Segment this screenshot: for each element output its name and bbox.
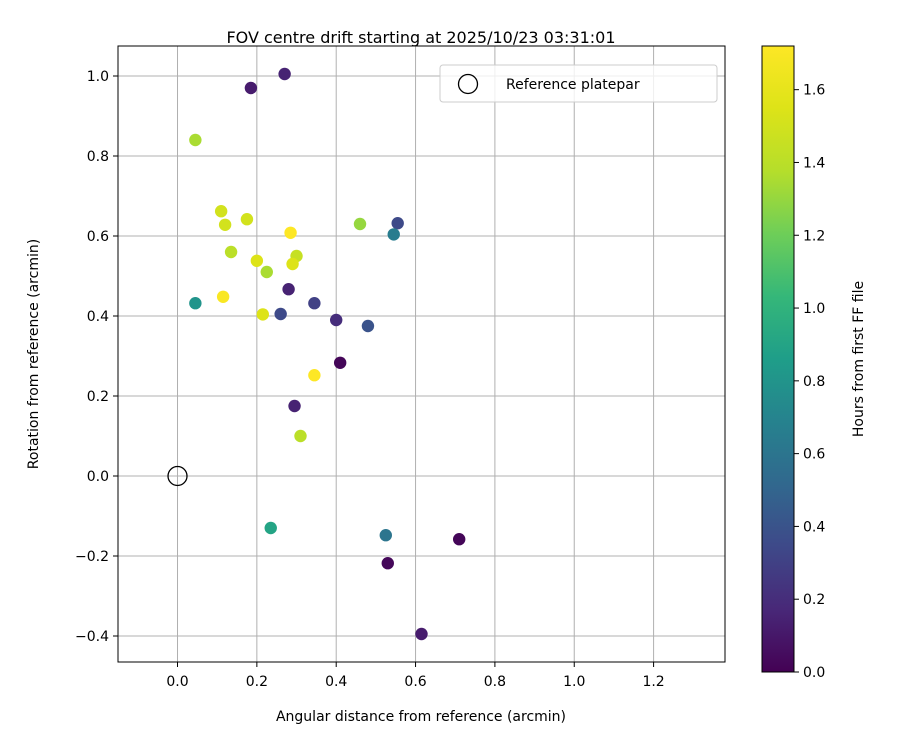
colorbar-tick-label: 0.8 <box>803 374 825 390</box>
data-point <box>260 265 273 279</box>
legend-box <box>439 64 718 103</box>
x-tick-label: 0.6 <box>404 674 426 690</box>
data-point <box>353 217 367 231</box>
colorbar-gradient <box>761 45 795 673</box>
data-point <box>224 245 238 259</box>
data-point <box>308 297 321 310</box>
data-point <box>189 133 202 147</box>
y-axis-ticks: −0.4 −0.2 0.0 0.2 0.4 0.6 0.8 1.0 <box>75 69 118 645</box>
data-point <box>333 356 347 369</box>
colorbar-ticks: 0.0 0.2 0.4 0.6 0.8 1.0 1.2 1.4 1.6 <box>794 83 825 681</box>
colorbar-label: Hours from first FF file <box>851 281 867 437</box>
data-point <box>214 205 228 218</box>
legend: Reference platepar <box>439 64 718 103</box>
data-point <box>361 319 375 333</box>
chart-title: FOV centre drift starting at 2025/10/23 … <box>226 28 615 47</box>
y-tick-label: 0.0 <box>87 469 109 485</box>
x-axis-label: Angular distance from reference (arcmin) <box>276 709 566 725</box>
data-point <box>189 297 202 310</box>
colorbar-tick-label: 0.2 <box>803 592 825 608</box>
y-tick-label: −0.2 <box>75 549 109 565</box>
reference-marker <box>167 465 188 487</box>
data-point <box>240 213 254 226</box>
y-axis-label: Rotation from reference (arcmin) <box>26 239 42 469</box>
legend-marker-icon <box>457 73 479 95</box>
y-tick-label: 0.8 <box>87 149 109 165</box>
x-tick-label: 0.8 <box>484 674 506 690</box>
data-point <box>216 290 230 303</box>
y-tick-label: 0.6 <box>87 229 109 245</box>
colorbar-tick-label: 1.6 <box>803 83 825 99</box>
data-point <box>294 429 307 443</box>
data-point <box>330 313 343 327</box>
data-points <box>189 67 466 641</box>
colorbar-tick-label: 0.0 <box>803 665 825 681</box>
x-tick-label: 1.0 <box>563 674 585 690</box>
x-tick-label: 0.2 <box>246 674 268 690</box>
x-tick-label: 0.0 <box>166 674 188 690</box>
grid-lines <box>118 46 725 662</box>
x-axis-ticks: 0.0 0.2 0.4 0.6 0.8 1.0 1.2 <box>166 662 665 690</box>
plot-frame <box>117 45 726 663</box>
data-point <box>391 217 404 230</box>
data-point <box>286 257 299 271</box>
y-tick-label: 0.4 <box>87 309 109 325</box>
colorbar: 0.0 0.2 0.4 0.6 0.8 1.0 1.2 1.4 1.6 Hours from f… <box>761 45 867 681</box>
colorbar-tick-label: 1.2 <box>803 228 825 244</box>
data-point <box>288 399 301 413</box>
data-point <box>452 533 466 546</box>
data-point <box>274 307 287 321</box>
legend-label: Reference platepar <box>506 77 640 93</box>
data-point <box>282 283 295 296</box>
data-point <box>250 254 264 267</box>
data-point <box>387 228 400 241</box>
colorbar-tick-label: 0.4 <box>803 519 825 535</box>
colorbar-tick-label: 0.6 <box>803 447 825 463</box>
x-tick-label: 1.2 <box>642 674 664 690</box>
y-tick-label: −0.4 <box>75 629 109 645</box>
data-point <box>278 67 291 81</box>
data-point <box>379 529 392 542</box>
colorbar-tick-label: 1.4 <box>803 155 825 171</box>
data-point <box>244 81 258 95</box>
y-tick-label: 1.0 <box>87 69 109 85</box>
data-point <box>415 627 428 641</box>
y-tick-label: 0.2 <box>87 389 109 405</box>
data-point <box>256 308 270 321</box>
data-point <box>218 218 232 231</box>
data-point <box>381 557 394 570</box>
data-point <box>284 226 297 239</box>
data-point <box>308 369 321 382</box>
x-tick-label: 0.4 <box>325 674 347 690</box>
data-point <box>264 521 277 535</box>
colorbar-tick-label: 1.0 <box>803 301 825 317</box>
